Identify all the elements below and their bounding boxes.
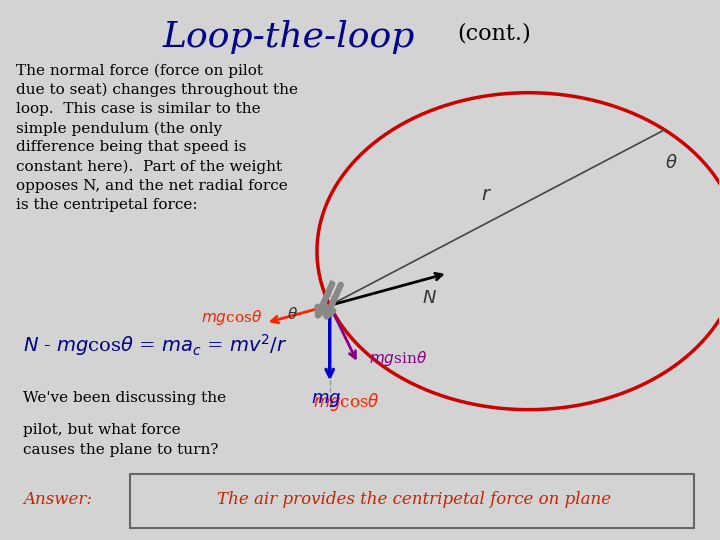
Text: Answer:: Answer:: [23, 491, 92, 509]
Text: (cont.): (cont.): [456, 23, 531, 45]
Text: $\it{mg}$cos$\it{\theta}$: $\it{mg}$cos$\it{\theta}$: [313, 391, 380, 413]
Text: pilot, but what force
causes the plane to turn?: pilot, but what force causes the plane t…: [23, 423, 218, 457]
Text: $\it{N}$ - $\it{mg}$cos$\it{\theta}$ = $\it{ma_c}$ = $\it{mv}^2/\it{r}$: $\it{N}$ - $\it{mg}$cos$\it{\theta}$ = $…: [23, 332, 287, 357]
Text: $\it{mg}$cos$\it{\theta}$: $\it{mg}$cos$\it{\theta}$: [201, 308, 262, 327]
Text: The air provides the centripetal force on plane: The air provides the centripetal force o…: [217, 491, 611, 509]
FancyBboxPatch shape: [130, 474, 693, 528]
Text: $\theta$: $\theta$: [287, 306, 299, 322]
Text: $\it{N}$: $\it{N}$: [422, 289, 437, 307]
Text: We've been discussing the: We've been discussing the: [23, 391, 226, 405]
Text: $\it{mg}$sin$\it{\theta}$: $\it{mg}$sin$\it{\theta}$: [369, 349, 427, 368]
Text: The normal force (force on pilot
due to seat) changes throughout the
loop.  This: The normal force (force on pilot due to …: [16, 63, 298, 212]
Text: Loop-the-loop: Loop-the-loop: [162, 20, 415, 54]
Text: $\it{mg}$: $\it{mg}$: [311, 392, 341, 409]
Text: $\theta$: $\theta$: [665, 154, 678, 172]
Text: $r$: $r$: [481, 186, 492, 204]
